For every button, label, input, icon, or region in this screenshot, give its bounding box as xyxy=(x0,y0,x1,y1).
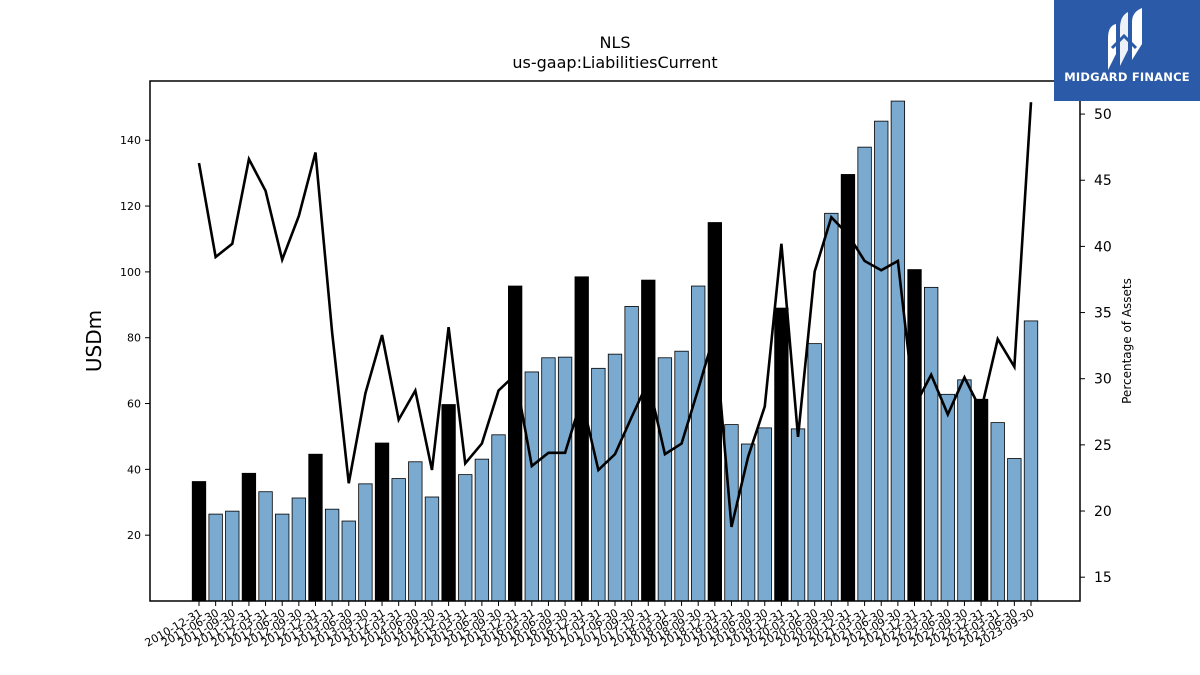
y-axis-right: 15 20 25 30 35 40 45 50 xyxy=(1080,107,1112,586)
bar-2014-09-30 xyxy=(424,496,440,602)
bar-2021-09-30 xyxy=(890,100,906,602)
bar-2014-06-30 xyxy=(408,461,423,602)
bar-2015-09-30 xyxy=(491,434,506,602)
y2-tick-label: 35 xyxy=(1094,306,1112,322)
bar-2016-09-30 xyxy=(557,356,573,602)
y-tick-label: 40 xyxy=(127,463,141,476)
y-tick-label: 100 xyxy=(120,266,141,279)
bar-2017-12-31 xyxy=(641,279,656,602)
bar-2023-06-30 xyxy=(1007,458,1022,602)
bar-2011-09-30 xyxy=(225,510,240,602)
bar-2021-06-30 xyxy=(874,120,889,602)
y2-tick-label: 45 xyxy=(1094,173,1112,189)
bar-2020-12-31 xyxy=(840,174,856,602)
bar-2014-12-31 xyxy=(441,404,456,602)
bar-2015-12-31 xyxy=(508,285,523,602)
bar-2011-12-31 xyxy=(241,472,257,602)
bar-2016-03-31 xyxy=(524,371,539,602)
y-axis-left: 20 40 60 80 100 120 140 xyxy=(120,134,150,542)
logo-mark-icon xyxy=(1108,8,1142,70)
y2-tick-label: 30 xyxy=(1094,372,1112,388)
bar-2015-03-31 xyxy=(458,474,473,602)
bar-2013-03-31 xyxy=(324,508,340,602)
bar-2019-06-30 xyxy=(740,443,756,602)
y2-tick-label: 50 xyxy=(1094,107,1112,123)
y-tick-label: 140 xyxy=(120,134,141,147)
bar-2016-06-30 xyxy=(541,357,556,602)
bar-2017-03-31 xyxy=(591,367,606,602)
line-series xyxy=(197,102,1033,528)
bar-2017-06-30 xyxy=(607,353,623,602)
bar-2023-03-31 xyxy=(990,422,1005,602)
bar-2022-09-30 xyxy=(957,379,972,602)
bar-2013-06-30 xyxy=(341,520,356,602)
bar-2017-09-30 xyxy=(624,306,639,602)
y2-tick-label: 20 xyxy=(1094,504,1112,520)
bar-2013-12-31 xyxy=(374,442,390,602)
chart-title: NLS xyxy=(599,33,630,52)
y2-axis-label: Percentage of Assets xyxy=(1120,278,1134,404)
bar-2021-12-31 xyxy=(907,269,922,602)
bar-2018-12-31 xyxy=(707,222,722,602)
bar-2020-06-30 xyxy=(807,343,822,602)
bar-2020-09-30 xyxy=(824,212,839,602)
bar-2015-06-30 xyxy=(474,458,490,602)
bar-2018-03-31 xyxy=(657,357,673,602)
bar-2022-06-30 xyxy=(940,393,955,602)
y2-tick-label: 25 xyxy=(1094,438,1112,454)
bar-2018-09-30 xyxy=(691,285,706,602)
y-tick-label: 20 xyxy=(127,529,141,542)
bar-2022-03-31 xyxy=(924,286,939,602)
bar-2012-06-30 xyxy=(275,513,290,602)
y-axis-label: USDm xyxy=(82,310,106,372)
y2-tick-label: 40 xyxy=(1094,239,1112,255)
bar-2010-12-31 xyxy=(191,481,207,602)
bar-2023-09-30 xyxy=(1023,320,1039,602)
y-tick-label: 60 xyxy=(127,398,141,411)
bar-2019-12-31 xyxy=(774,307,789,602)
brand-logo: MIDGARD FINANCE xyxy=(1054,0,1200,101)
y-tick-label: 120 xyxy=(120,200,141,213)
bar-2019-09-30 xyxy=(757,427,772,602)
y2-tick-label: 15 xyxy=(1094,570,1112,586)
bar-2016-12-31 xyxy=(574,276,589,602)
bar-2011-06-30 xyxy=(208,513,223,602)
bar-series xyxy=(191,100,1039,602)
bar-2018-06-30 xyxy=(674,350,689,602)
bar-2013-09-30 xyxy=(358,483,373,602)
y-tick-label: 80 xyxy=(127,332,141,345)
bar-2014-03-31 xyxy=(391,478,406,602)
bar-2021-03-31 xyxy=(857,146,872,602)
bar-2012-12-31 xyxy=(308,453,323,602)
bar-2022-12-31 xyxy=(973,398,989,602)
bar-2012-03-31 xyxy=(258,491,273,602)
bar-2012-09-30 xyxy=(291,497,306,602)
bar-2020-03-31 xyxy=(790,428,806,602)
percentage-line xyxy=(197,102,1033,528)
chart-subtitle: us-gaap:LiabilitiesCurrent xyxy=(512,53,717,72)
logo-text: MIDGARD FINANCE xyxy=(1064,70,1190,84)
x-axis: 2010-12-312011-06-302011-09-302011-12-31… xyxy=(143,601,1037,650)
